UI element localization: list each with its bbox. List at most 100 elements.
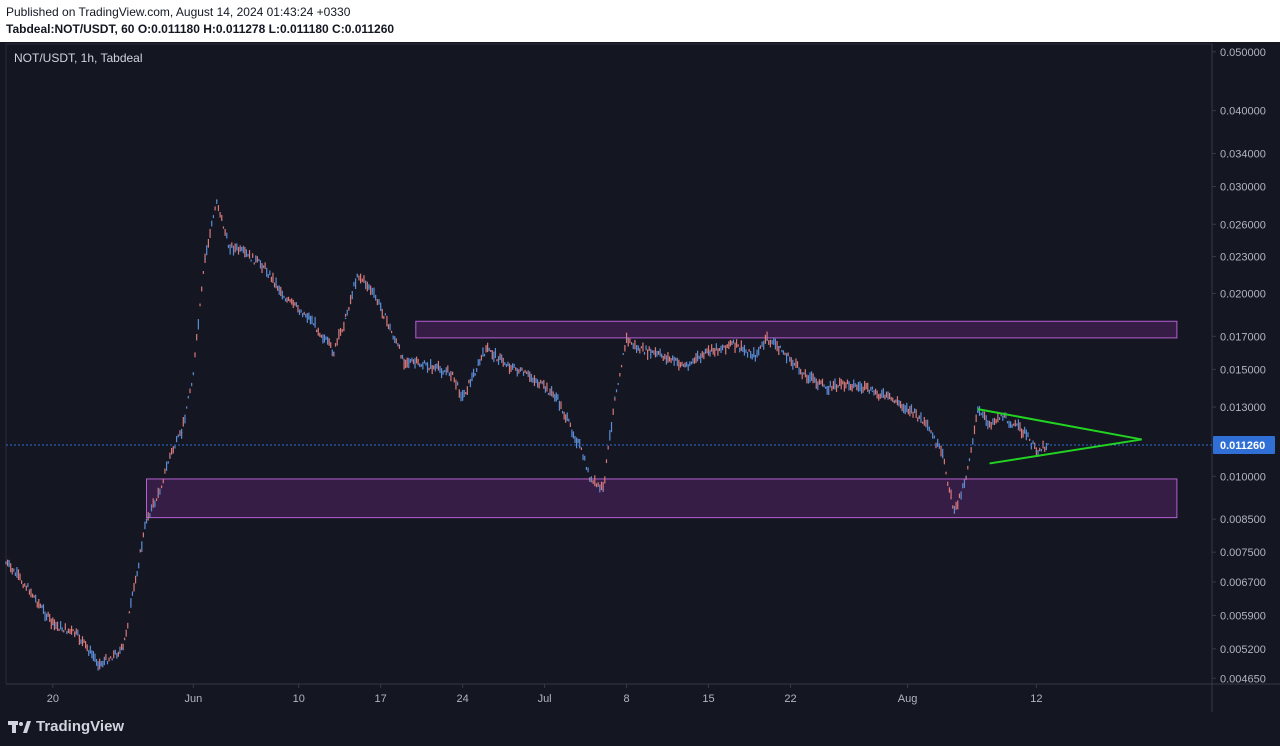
price-point	[98, 663, 101, 666]
x-tick-label: Jul	[538, 693, 552, 705]
price-point	[157, 494, 160, 497]
price-point	[450, 372, 452, 374]
y-tick-label: 0.015000	[1220, 364, 1266, 376]
tradingview-logo[interactable]: TradingView	[8, 718, 124, 735]
price-point	[977, 410, 979, 412]
x-tick-label: 12	[1030, 693, 1042, 705]
price-point	[192, 372, 195, 374]
price-point	[532, 377, 534, 380]
chart-area[interactable]: 0.050000 0.040000 0.034000 0.030000 0.026000…	[0, 42, 1280, 718]
price-point	[625, 338, 628, 341]
price-point	[75, 633, 78, 635]
price-point	[379, 306, 382, 308]
price-point	[731, 343, 733, 346]
price-point	[707, 351, 710, 354]
price-point	[461, 396, 464, 398]
price-point	[145, 518, 148, 520]
price-point	[941, 455, 944, 457]
high-value: H:0.011278	[203, 22, 266, 36]
price-point	[1023, 431, 1026, 434]
price-point	[262, 265, 265, 267]
y-tick-label: 0.013000	[1220, 402, 1266, 414]
y-tick-label: 0.010000	[1220, 471, 1266, 483]
close-value: C:0.011260	[332, 22, 395, 36]
price-point	[777, 346, 780, 349]
price-point	[590, 480, 593, 483]
price-point	[614, 396, 616, 398]
x-tick-label: 10	[293, 693, 305, 705]
price-point	[918, 416, 921, 419]
price-point	[871, 390, 874, 393]
price-point	[215, 199, 218, 201]
price-point	[309, 317, 312, 320]
chart-symbol-label: NOT/USDT, 1h, Tabdeal	[14, 51, 143, 65]
price-point	[52, 623, 54, 626]
price-chart[interactable]: 0.050000 0.040000 0.034000 0.030000 0.026000…	[0, 42, 1280, 718]
x-tick-label: Jun	[184, 693, 202, 705]
price-point	[988, 423, 991, 425]
y-tick-label: 0.026000	[1220, 219, 1266, 231]
publish-header: Published on TradingView.com, August 14,…	[0, 0, 1280, 42]
x-tick-label: Aug	[898, 693, 918, 705]
last-price-label: 0.011260	[1220, 440, 1265, 452]
price-point	[508, 365, 511, 367]
published-timestamp: Published on TradingView.com, August 14,…	[6, 5, 351, 19]
x-tick-label: 20	[47, 693, 59, 705]
ohlc-readout: Tabdeal:NOT/USDT, 60 O:0.011180 H:0.0112…	[6, 22, 394, 36]
price-point	[555, 396, 558, 398]
price-point	[848, 383, 850, 385]
price-point	[122, 647, 124, 650]
y-tick-label: 0.050000	[1220, 47, 1266, 59]
y-tick-label: 0.034000	[1220, 149, 1266, 161]
last-price-badge	[1213, 435, 1275, 454]
price-point	[684, 365, 686, 367]
symbol-interval: Tabdeal:NOT/USDT, 60	[6, 22, 135, 36]
price-point	[602, 489, 604, 491]
x-tick-label: 22	[784, 693, 796, 705]
x-tick-label: 8	[624, 693, 630, 705]
price-point	[227, 244, 230, 247]
price-point	[754, 354, 757, 357]
price-point	[485, 348, 487, 350]
price-point	[660, 354, 663, 357]
price-point	[766, 338, 768, 341]
price-point	[403, 359, 405, 362]
low-value: L:0.011180	[268, 22, 329, 36]
y-tick-label: 0.005200	[1220, 644, 1266, 656]
support-zone	[146, 478, 1178, 519]
resistance-zone	[415, 320, 1178, 339]
y-tick-label: 0.040000	[1220, 106, 1266, 118]
price-point	[637, 348, 640, 350]
y-tick-label: 0.008500	[1220, 514, 1266, 526]
price-point	[204, 258, 206, 260]
price-point	[824, 386, 827, 389]
price-point	[333, 351, 335, 354]
price-point	[578, 445, 581, 448]
x-tick-label: 24	[457, 693, 469, 705]
x-tick-label: 15	[702, 693, 714, 705]
y-tick-label: 0.020000	[1220, 288, 1266, 300]
price-point	[169, 455, 171, 457]
y-tick-label: 0.030000	[1220, 182, 1266, 194]
price-point	[344, 317, 347, 320]
tradingview-logo-icon	[8, 720, 31, 733]
y-tick-label: 0.006700	[1220, 577, 1266, 589]
y-tick-label: 0.017000	[1220, 331, 1266, 343]
price-point	[286, 299, 288, 301]
price-point	[180, 431, 183, 434]
y-tick-label: 0.007500	[1220, 547, 1266, 559]
open-value: O:0.011180	[137, 22, 200, 36]
y-tick-label: 0.005900	[1220, 610, 1266, 622]
price-point	[895, 400, 897, 402]
triangle-upper-line	[977, 408, 1142, 441]
price-point	[5, 562, 7, 564]
price-point	[801, 372, 803, 374]
x-tick-label: 17	[375, 693, 387, 705]
price-point	[1000, 414, 1003, 417]
tradingview-brand-text: TradingView	[36, 718, 125, 735]
price-point	[368, 286, 370, 288]
triangle-lower-line	[989, 438, 1142, 465]
price-point	[930, 431, 932, 434]
y-tick-label: 0.023000	[1220, 252, 1266, 264]
price-point	[1047, 443, 1049, 445]
